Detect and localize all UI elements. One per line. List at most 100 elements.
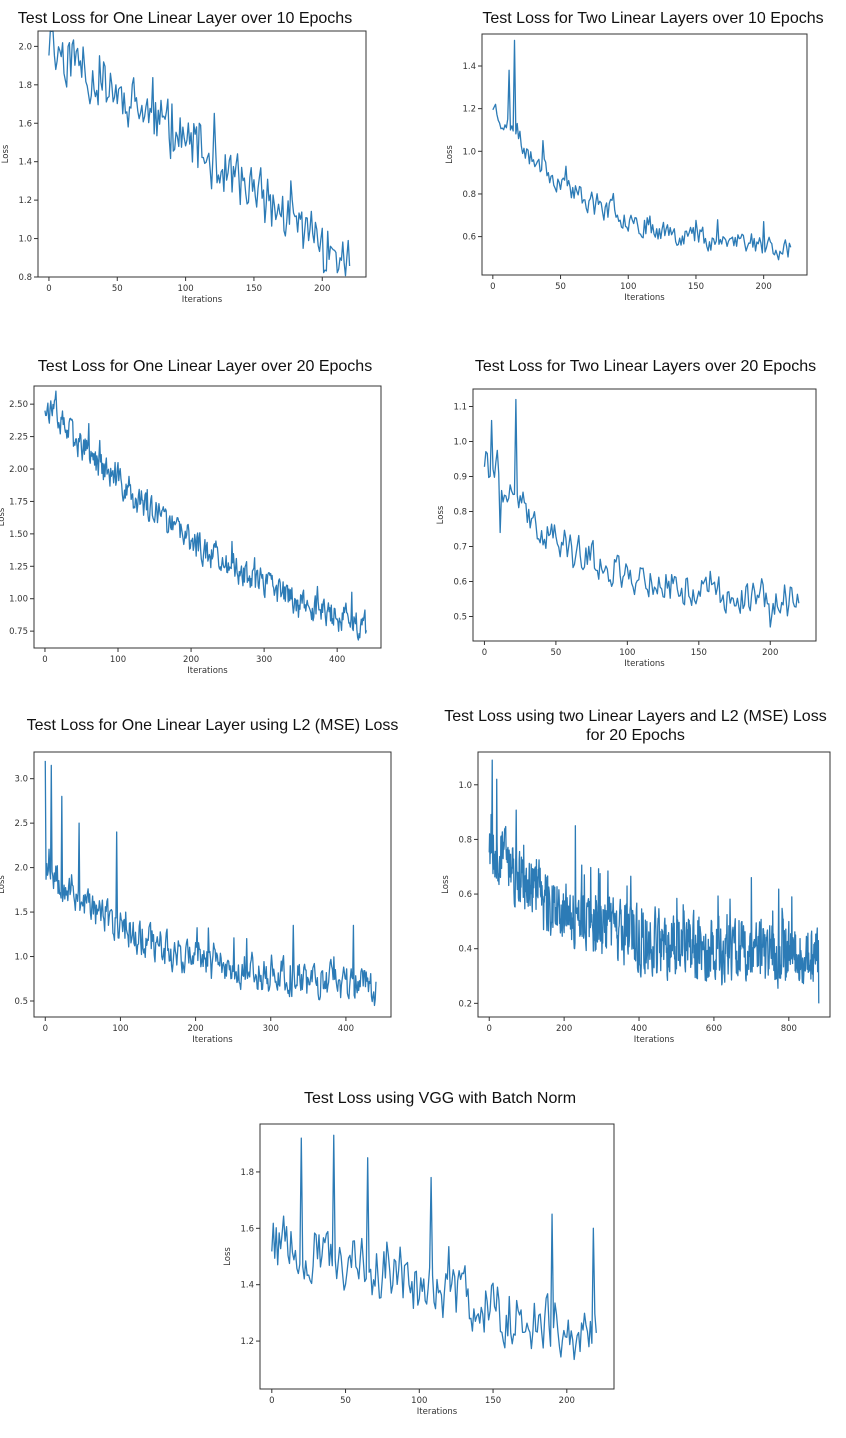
y-tick-label: 3.0	[14, 775, 28, 785]
y-tick-label: 0.6	[458, 890, 472, 900]
y-tick-label: 1.5	[14, 908, 28, 918]
chart-3: 0 100 200 300 400 0.75 1.00 1.25 1.50 1.75 2.00 2.2…	[0, 385, 382, 676]
x-tick-label: 200	[187, 1024, 203, 1034]
x-tick-label: 800	[781, 1024, 797, 1034]
y-tick-label: 1.6	[18, 119, 32, 129]
y-tick-label: 0.8	[458, 835, 472, 845]
y-axis-label: Loss	[445, 145, 455, 164]
x-tick-label: 100	[112, 1024, 128, 1034]
x-tick-label: 400	[338, 1024, 354, 1034]
x-tick-label: 0	[487, 1024, 492, 1034]
y-tick-label: 0.8	[453, 508, 467, 518]
y-tick-label: 1.4	[462, 62, 476, 72]
y-tick-label: 2.25	[9, 433, 28, 443]
y-tick-label: 0.8	[462, 190, 476, 200]
chart-6: 0 200 400 600 800 0.2 0.4 0.6 0.8 1.0 Iterations Lo…	[441, 751, 831, 1045]
chart-title: Test Loss for One Linear Layer over 10 E…	[17, 10, 353, 27]
y-tick-label: 1.0	[18, 235, 32, 245]
y-tick-label: 1.50	[9, 530, 28, 540]
plot-frame	[37, 30, 367, 278]
x-tick-label: 50	[340, 1396, 351, 1406]
x-tick-label: 100	[619, 648, 635, 658]
x-tick-label: 150	[246, 284, 262, 294]
y-tick-label: 1.0	[458, 781, 472, 791]
y-tick-label: 0.6	[453, 578, 467, 588]
series-line-1	[48, 30, 351, 277]
x-tick-label: 0	[43, 1024, 48, 1034]
panel-3: Test Loss for One Linear Layer over 20 E…	[0, 350, 423, 690]
y-tick-label: 1.1	[453, 403, 467, 413]
x-tick-label: 200	[559, 1396, 575, 1406]
x-tick-label: 300	[263, 1024, 279, 1034]
x-tick-label: 300	[256, 655, 272, 665]
y-tick-label: 2.00	[9, 465, 28, 475]
y-tick-label: 1.0	[14, 953, 28, 963]
x-tick-label: 0	[42, 655, 47, 665]
panel-2: Test Loss for Two Linear Layers over 10 …	[423, 0, 846, 320]
chart-1: 0 50 100 150 200 0.8 1.0 1.2 1.4 1.6 1.8 2.0 Iterati…	[1, 30, 367, 305]
series-line-1	[488, 759, 820, 1004]
x-axis-label: Iterations	[187, 666, 228, 676]
y-tick-label: 0.6	[462, 233, 476, 243]
y-tick-label: 1.0	[453, 438, 467, 448]
chart-5: 0 100 200 300 400 0.5 1.0 1.5 2.0 2.5 3.0 Iteration…	[0, 751, 392, 1045]
chart-2: 0 50 100 150 200 0.6 0.8 1.0 1.2 1.4 Iterations Los…	[445, 33, 808, 303]
plot-frame	[481, 33, 808, 276]
x-tick-label: 50	[555, 282, 566, 292]
x-axis-label: Iterations	[192, 1035, 233, 1045]
y-tick-label: 1.8	[240, 1168, 254, 1178]
x-tick-label: 150	[485, 1396, 501, 1406]
x-tick-label: 600	[706, 1024, 722, 1034]
x-axis-label: Iterations	[417, 1407, 458, 1417]
x-tick-label: 150	[691, 648, 707, 658]
y-tick-label: 1.25	[9, 562, 28, 572]
y-tick-label: 0.5	[453, 613, 467, 623]
y-tick-label: 1.2	[462, 105, 476, 115]
series-line-1	[44, 390, 368, 641]
x-tick-label: 100	[620, 282, 636, 292]
x-tick-label: 200	[183, 655, 199, 665]
x-tick-label: 200	[556, 1024, 572, 1034]
y-tick-label: 0.8	[18, 273, 32, 283]
y-tick-label: 2.0	[18, 42, 32, 52]
x-tick-label: 400	[329, 655, 345, 665]
chart-title: Test Loss for One Linear Layer over 20 E…	[37, 358, 373, 375]
plot-frame	[33, 751, 392, 1018]
x-tick-label: 0	[490, 282, 495, 292]
y-axis-label: Loss	[441, 875, 451, 894]
chart-title: Test Loss for Two Linear Layers over 10 …	[482, 10, 824, 27]
y-tick-label: 1.6	[240, 1224, 254, 1234]
x-tick-label: 200	[756, 282, 772, 292]
x-tick-label: 0	[46, 284, 51, 294]
panel-4: Test Loss for Two Linear Layers over 20 …	[423, 350, 846, 690]
y-tick-label: 1.2	[240, 1337, 254, 1347]
series-line-1	[483, 398, 800, 628]
plot-frame	[259, 1123, 615, 1390]
y-tick-label: 0.5	[14, 997, 28, 1007]
y-tick-label: 1.4	[240, 1281, 254, 1291]
panel-5: Test Loss for One Linear Layer using L2 …	[0, 707, 423, 1052]
x-tick-label: 100	[110, 655, 126, 665]
y-tick-label: 2.0	[14, 864, 28, 874]
panel-7: Test Loss using VGG with Batch Norm 0 50 1…	[200, 1080, 646, 1425]
y-tick-label: 0.75	[9, 627, 28, 637]
y-tick-label: 0.7	[453, 543, 467, 553]
y-tick-label: 1.75	[9, 497, 28, 507]
x-tick-label: 100	[411, 1396, 427, 1406]
x-tick-label: 200	[314, 284, 330, 294]
y-tick-label: 1.0	[462, 147, 476, 157]
y-tick-label: 1.4	[18, 158, 32, 168]
y-axis-label: Loss	[223, 1247, 233, 1266]
y-axis-label: Loss	[436, 505, 446, 524]
y-tick-label: 1.8	[18, 81, 32, 91]
y-tick-label: 0.4	[458, 945, 472, 955]
panel-6: Test Loss using two Linear Layers and L2…	[423, 707, 846, 1052]
x-tick-label: 0	[482, 648, 487, 658]
series-line-1	[271, 1134, 597, 1361]
series-line-1	[44, 760, 377, 1007]
x-tick-label: 200	[762, 648, 778, 658]
y-tick-label: 0.2	[458, 999, 472, 1009]
y-tick-label: 1.00	[9, 595, 28, 605]
y-tick-label: 1.2	[18, 196, 32, 206]
series-line-1	[492, 39, 792, 261]
